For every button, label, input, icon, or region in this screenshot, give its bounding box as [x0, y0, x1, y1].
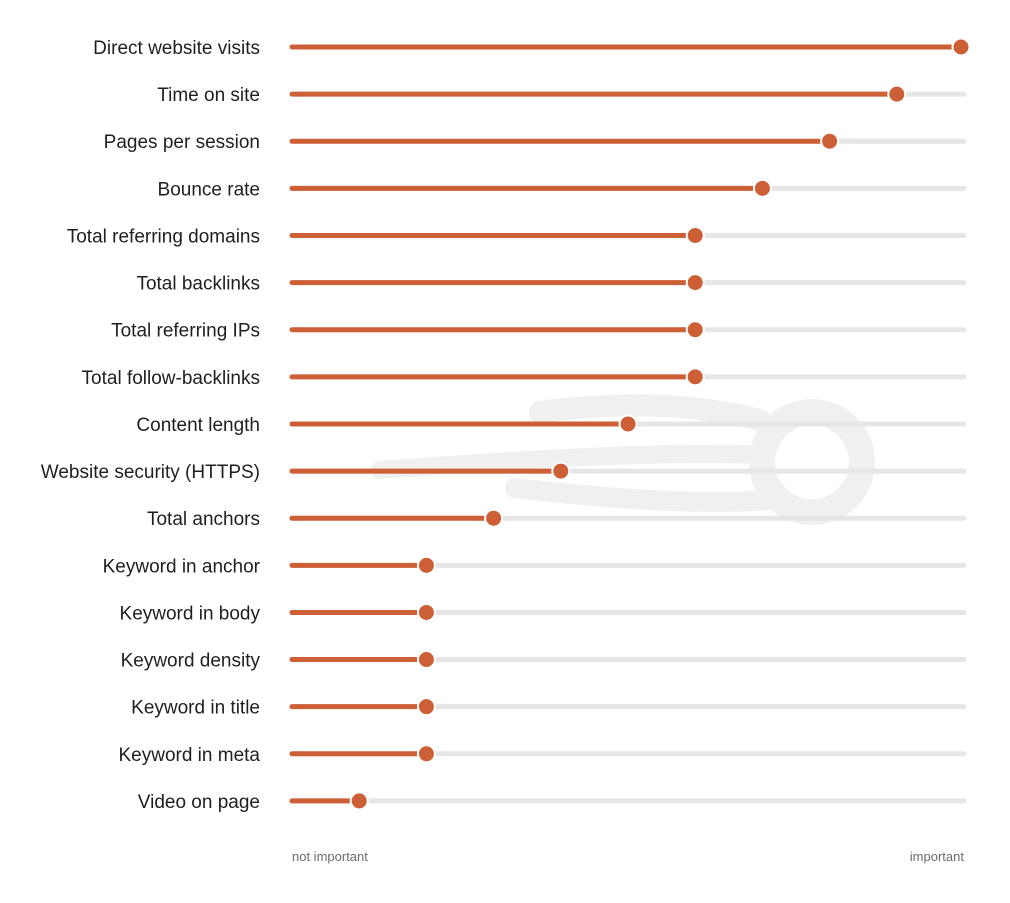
chart-row: Total anchors [147, 508, 967, 530]
value-dot [820, 131, 840, 151]
value-dot [416, 697, 436, 717]
category-label: Total referring domains [67, 226, 260, 247]
value-dot [752, 178, 772, 198]
value-dot [416, 555, 436, 575]
category-label: Keyword in meta [118, 745, 260, 766]
chart-row: Keyword in meta [118, 744, 967, 766]
category-label: Website security (HTTPS) [41, 462, 260, 483]
value-dot [484, 508, 504, 528]
watermark-flame-3 [505, 478, 780, 512]
chart-row: Keyword in anchor [103, 555, 967, 577]
category-label: Time on site [157, 85, 260, 106]
value-dot [685, 320, 705, 340]
value-dot [685, 273, 705, 293]
watermark-logo [371, 394, 875, 525]
chart-row: Bounce rate [158, 178, 967, 200]
category-label: Total anchors [147, 509, 260, 530]
category-label: Keyword in title [131, 698, 260, 719]
x-axis-min-label: not important [292, 849, 368, 864]
watermark-flame-1 [529, 394, 771, 431]
watermark-flame-2 [371, 444, 771, 479]
chart-row: Total backlinks [136, 273, 967, 295]
category-label: Keyword density [121, 651, 261, 672]
category-label: Content length [136, 415, 260, 436]
category-label: Keyword in anchor [103, 556, 261, 577]
category-label: Total referring IPs [111, 321, 260, 342]
value-dot [551, 461, 571, 481]
category-label: Total follow-backlinks [82, 368, 260, 389]
category-label: Video on page [138, 792, 260, 813]
category-label: Pages per session [104, 132, 260, 153]
chart-row: Video on page [138, 791, 967, 813]
chart-row: Pages per session [104, 131, 967, 153]
category-label: Bounce rate [158, 179, 260, 200]
value-dot [416, 650, 436, 670]
chart-rows: Direct website visits Time on site Pages p… [41, 37, 971, 813]
chart-row: Content length [136, 414, 967, 436]
chart-row: Total follow-backlinks [82, 367, 967, 389]
value-dot [349, 791, 369, 811]
chart-row: Keyword density [121, 650, 967, 672]
chart-row: Website security (HTTPS) [41, 461, 967, 483]
chart-row: Time on site [157, 84, 967, 106]
category-label: Keyword in body [120, 603, 261, 624]
value-dot [951, 37, 971, 57]
value-dot [685, 225, 705, 245]
value-dot [618, 414, 638, 434]
category-label: Direct website visits [93, 38, 260, 59]
chart-row: Keyword in title [131, 697, 967, 719]
chart-row: Keyword in body [120, 602, 967, 624]
value-dot [685, 367, 705, 387]
category-label: Total backlinks [136, 274, 260, 295]
chart-row: Direct website visits [93, 37, 971, 59]
x-axis-max-label: important [910, 849, 965, 864]
value-dot [887, 84, 907, 104]
chart-row: Total referring IPs [111, 320, 967, 342]
chart-row: Total referring domains [67, 225, 967, 247]
value-dot [416, 744, 436, 764]
value-dot [416, 602, 436, 622]
